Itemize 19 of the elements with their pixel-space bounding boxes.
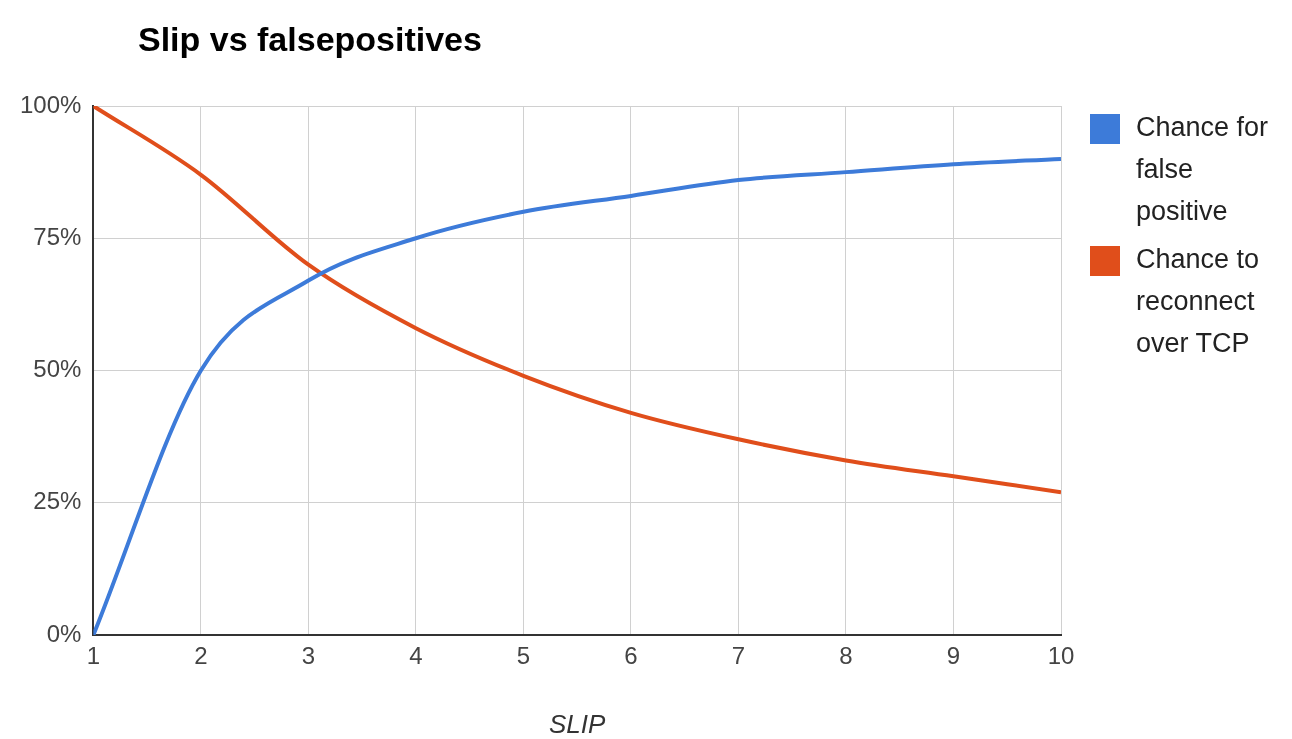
x-tick-label: 10	[1047, 642, 1075, 670]
x-tick-label: 3	[301, 642, 316, 670]
chart-title: Slip vs falsepositives	[138, 20, 482, 59]
y-tick-label: 100%	[19, 90, 82, 118]
x-tick-label: 9	[946, 642, 961, 670]
x-tick-label: 5	[516, 642, 531, 670]
x-tick-label: 4	[409, 642, 423, 670]
y-tick-label: 0%	[46, 619, 82, 647]
x-tick-label: 8	[839, 642, 853, 670]
legend-label: Chance for false positive	[1136, 111, 1270, 228]
x-tick-label: 1	[86, 642, 101, 670]
y-tick-label: 25%	[33, 487, 82, 515]
y-tick-label: 50%	[33, 355, 82, 383]
x-tick-label: 7	[731, 642, 746, 670]
x-axis-title: SLIP	[549, 708, 607, 739]
x-tick-label: 2	[194, 642, 208, 670]
legend-label: Chance to reconnect over TCP	[1136, 243, 1261, 360]
x-tick-label: 6	[624, 642, 638, 670]
y-tick-label: 75%	[33, 222, 82, 250]
